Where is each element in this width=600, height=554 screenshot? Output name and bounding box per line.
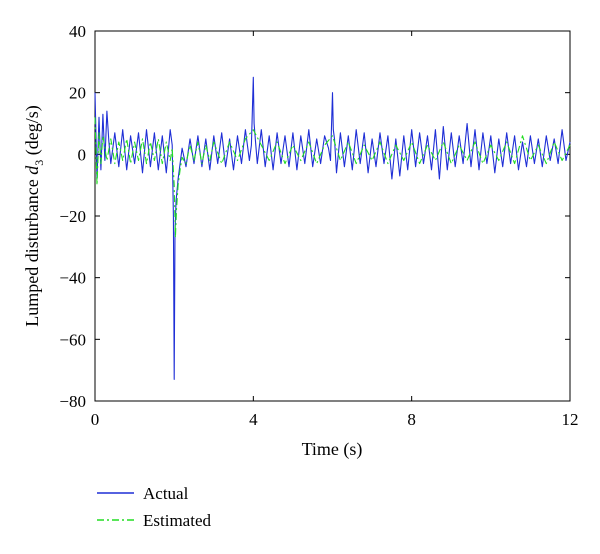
y-axis-label-symbol: d xyxy=(22,165,42,175)
plot-frame xyxy=(94,30,571,402)
y-tick-label: −80 xyxy=(59,392,86,411)
y-tick-label: −60 xyxy=(59,330,86,349)
y-tick-label: −40 xyxy=(59,269,86,288)
series-line-estimated xyxy=(94,117,571,239)
series-layer xyxy=(94,76,571,380)
legend-label-actual: Actual xyxy=(143,484,189,503)
x-axis-label: Time (s) xyxy=(302,439,363,460)
y-axis-label-unit: (deg/s) xyxy=(22,105,43,159)
x-tick-label: 8 xyxy=(407,410,416,429)
y-axis-label: Lumped disturbance d3 (deg/s) xyxy=(22,105,46,326)
y-tick-label: 40 xyxy=(69,22,86,41)
tick-labels: 0 4 8 12 −80 −60 −40 −20 0 20 40 xyxy=(59,22,578,429)
y-tick-label: −20 xyxy=(59,207,86,226)
x-tick-label: 0 xyxy=(91,410,100,429)
y-axis-label-main: Lumped disturbance xyxy=(22,175,42,327)
x-tick-label: 4 xyxy=(249,410,258,429)
legend-label-estimated: Estimated xyxy=(143,511,211,530)
y-axis-label-subscript: 3 xyxy=(32,160,46,166)
legend: Actual Estimated xyxy=(97,484,211,530)
y-tick-label: 0 xyxy=(78,145,87,164)
x-tick-label: 12 xyxy=(562,410,579,429)
y-tick-label: 20 xyxy=(69,84,86,103)
